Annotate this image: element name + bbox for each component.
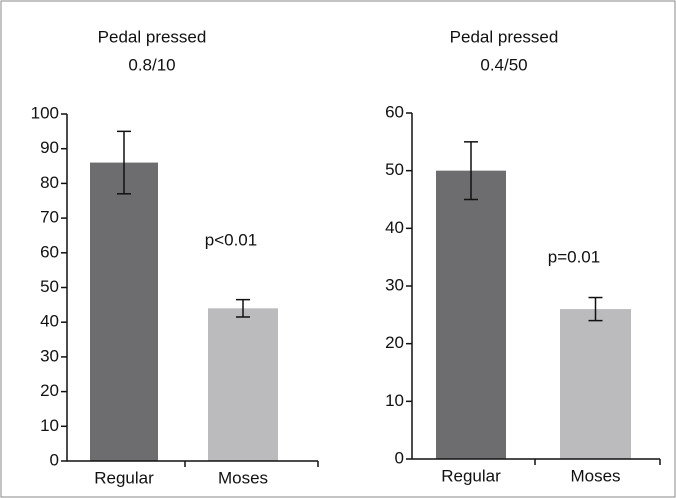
annotation: p<0.01: [205, 230, 257, 249]
bar: [436, 170, 506, 459]
y-tick-label: 30: [385, 275, 404, 294]
bar: [208, 308, 278, 461]
annotation: p=0.01: [548, 247, 600, 266]
y-tick-label: 10: [40, 416, 59, 435]
y-tick-label: 20: [385, 333, 404, 352]
chart-title: Pedal pressed: [98, 27, 207, 46]
y-tick-label: 70: [40, 208, 59, 227]
y-tick-label: 40: [40, 312, 59, 331]
x-tick-label: Regular: [441, 466, 501, 485]
y-tick-label: 30: [40, 346, 59, 365]
y-tick-label: 80: [40, 173, 59, 192]
x-tick-label: Moses: [570, 466, 620, 485]
y-tick-label: 60: [385, 102, 404, 121]
x-tick-label: Regular: [94, 468, 154, 487]
y-tick-label: 40: [385, 218, 404, 237]
chart-subtitle: 0.8/10: [128, 55, 175, 74]
y-tick-label: 10: [385, 391, 404, 410]
bar: [560, 309, 631, 459]
bar: [90, 162, 158, 461]
y-tick-label: 0: [395, 448, 404, 467]
chart-subtitle: 0.4/50: [480, 55, 527, 74]
y-tick-label: 0: [50, 450, 59, 469]
y-tick-label: 50: [40, 277, 59, 296]
x-tick-label: Moses: [218, 468, 268, 487]
y-tick-label: 20: [40, 381, 59, 400]
y-tick-label: 100: [31, 103, 59, 122]
y-tick-label: 60: [40, 242, 59, 261]
y-tick-label: 90: [40, 138, 59, 157]
chart-title: Pedal pressed: [450, 27, 559, 46]
y-tick-label: 50: [385, 160, 404, 179]
